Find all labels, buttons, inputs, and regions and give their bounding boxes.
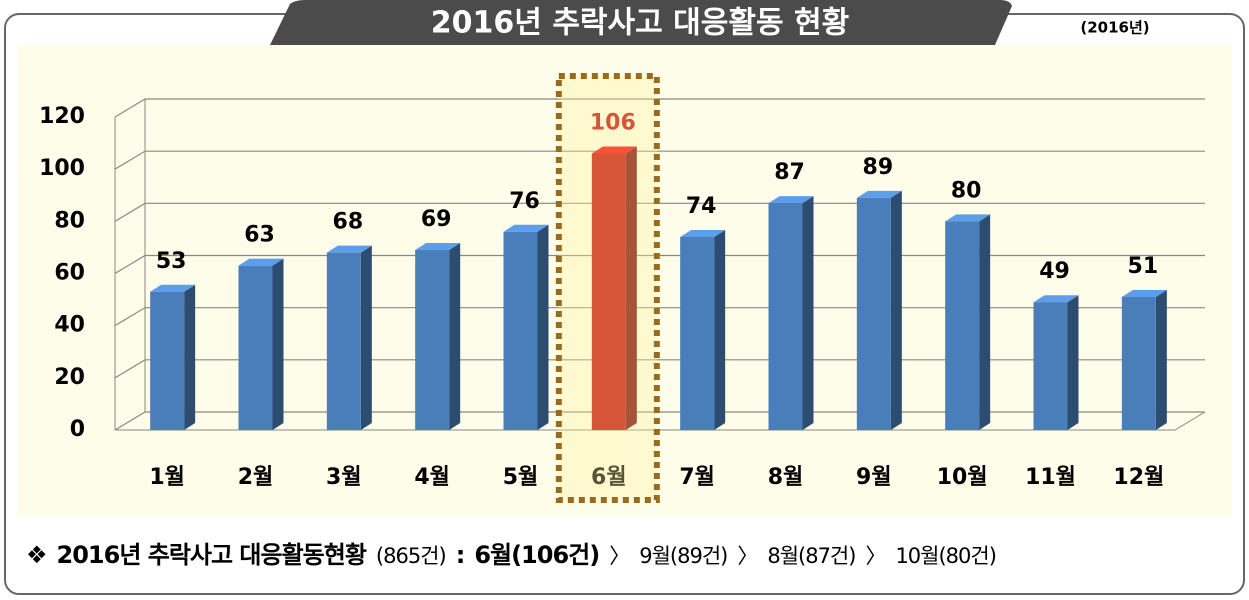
bar-top — [415, 243, 461, 251]
bar-side — [1155, 289, 1167, 430]
bar — [238, 265, 273, 430]
data-label: 53 — [156, 249, 187, 274]
bar-side — [184, 284, 196, 430]
floor — [115, 411, 1206, 431]
highlight-box — [555, 73, 660, 503]
summary-part: ❖ — [26, 541, 47, 569]
summary: ❖ 2016년 추락사고 대응활동현황 (865건):6월(106건) 〉 9월(89건… — [26, 535, 1006, 570]
bar — [591, 153, 626, 430]
badge: (2016년) — [1080, 19, 1149, 37]
bar — [326, 252, 361, 430]
summary-part: 10월(80건) — [895, 544, 996, 568]
x-tick-label: 8월 — [768, 465, 804, 490]
bar — [1121, 296, 1156, 430]
data-label: 69 — [421, 207, 452, 232]
data-label: 89 — [863, 155, 894, 180]
x-tick-label: 3월 — [326, 465, 362, 490]
data-label: 76 — [509, 189, 540, 214]
x-tick-label: 11월 — [1025, 465, 1076, 490]
bar-side — [979, 214, 991, 430]
bar-top — [680, 229, 726, 237]
data-label: 87 — [774, 160, 805, 185]
y-tick-label: 20 — [54, 365, 85, 390]
bar-side — [890, 190, 902, 430]
bar-top — [945, 214, 991, 222]
x-tick-label: 7월 — [679, 465, 715, 490]
data-label: 63 — [244, 223, 275, 248]
bar-top — [1033, 295, 1079, 303]
data-label: 80 — [951, 178, 982, 203]
bar-side — [1067, 295, 1079, 430]
x-tick-label: 2월 — [238, 465, 274, 490]
bar-top — [856, 190, 902, 198]
bar-top — [591, 146, 637, 154]
bar-top — [1121, 289, 1167, 297]
bar-top — [326, 245, 372, 253]
title-tab — [270, 0, 1012, 45]
y-tick-label: 0 — [70, 417, 85, 442]
data-label: 68 — [333, 210, 364, 235]
y-tick-label: 80 — [54, 208, 85, 233]
grid-line — [114, 359, 1205, 379]
bar-side — [272, 258, 284, 430]
bar — [768, 203, 803, 430]
bar-side — [537, 224, 549, 430]
bar-side — [360, 245, 372, 430]
bar — [1033, 302, 1068, 430]
data-label: 51 — [1128, 254, 1159, 279]
x-tick-label: 6월 — [591, 465, 627, 490]
grid-line — [114, 307, 1205, 327]
summary-part: 〉 — [737, 544, 758, 568]
data-label: 74 — [686, 194, 717, 219]
x-tick-label: 10월 — [937, 465, 988, 490]
bar-top — [150, 284, 196, 292]
x-tick-label: 9월 — [856, 465, 892, 490]
y-tick-label: 60 — [54, 261, 85, 286]
summary-part: 8월(87건) — [767, 544, 856, 568]
bar — [503, 231, 538, 430]
y-tick-label: 120 — [39, 104, 85, 129]
bar-top — [768, 196, 814, 204]
x-tick-label: 12월 — [1113, 465, 1164, 490]
y-tick-label: 100 — [39, 156, 85, 181]
summary-part: 〉 — [609, 544, 630, 568]
summary-part: 2016년 추락사고 대응활동현황 — [56, 541, 367, 569]
summary-part: : — [455, 541, 466, 569]
grid-line — [114, 254, 1205, 275]
grid-line — [114, 202, 1205, 222]
bar-top — [238, 258, 284, 266]
chart-title: 2016년 추락사고 대응활동 현황 — [431, 6, 849, 41]
y-tick-label: 40 — [54, 313, 85, 338]
x-tick-label: 5월 — [503, 465, 539, 490]
bar — [856, 197, 891, 430]
bar — [150, 291, 185, 430]
x-tick-label: 4월 — [414, 465, 450, 490]
data-label: 49 — [1039, 259, 1070, 284]
bar-top — [503, 224, 549, 232]
summary-part: 9월(89건) — [639, 544, 728, 568]
x-tick-label: 1월 — [149, 465, 185, 490]
summary-part: 6월(106건) — [474, 541, 600, 569]
grid-line — [114, 98, 1205, 118]
bar — [415, 250, 450, 430]
bar — [945, 221, 980, 430]
bar-side — [714, 229, 726, 430]
bar — [680, 236, 715, 430]
grid-line — [114, 150, 1205, 170]
bar-side — [449, 243, 461, 430]
grid-line — [114, 411, 1205, 431]
bar-side — [802, 196, 814, 430]
data-label: 106 — [590, 111, 636, 136]
summary-part: (865건) — [375, 544, 447, 568]
summary-part: 〉 — [865, 544, 886, 568]
bar-side — [625, 146, 637, 430]
